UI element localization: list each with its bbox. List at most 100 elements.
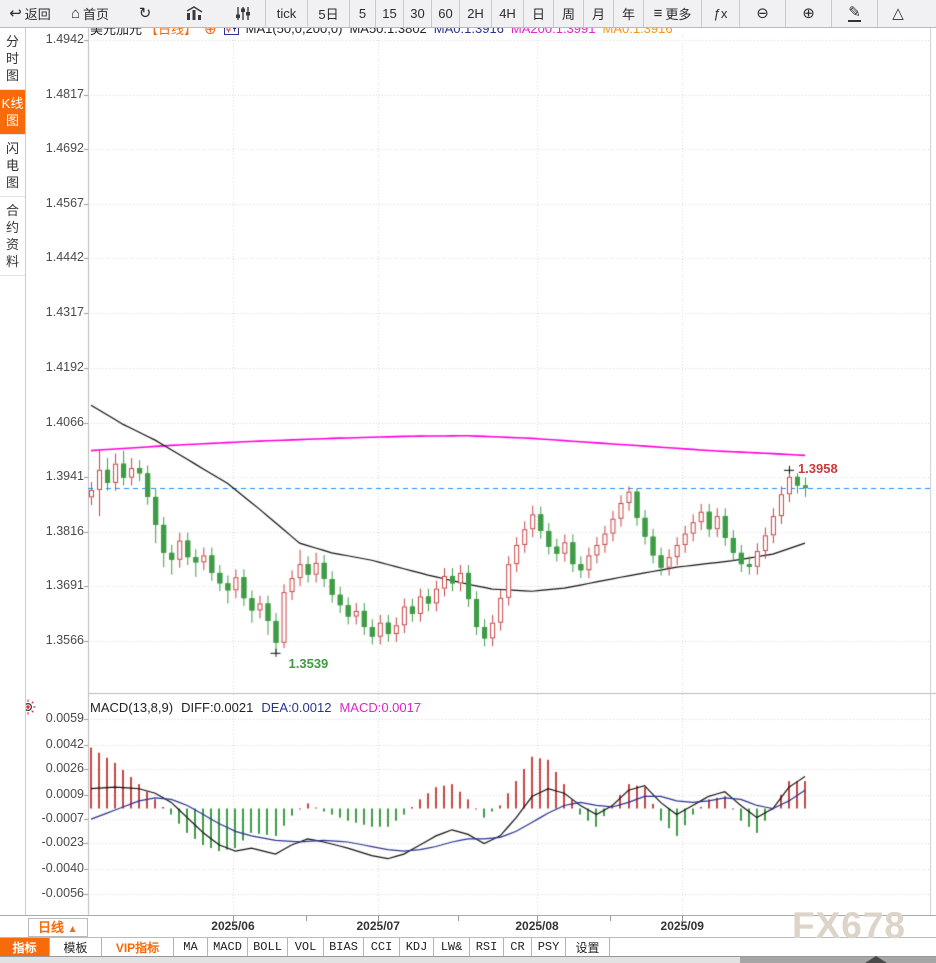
panel-collapse-handle[interactable]	[740, 956, 936, 963]
chart-type-icon	[186, 6, 204, 21]
toolbar-interval-60[interactable]: 60	[431, 0, 459, 27]
x-axis-minor-tick	[457, 916, 459, 921]
sidebar-item-1[interactable]: 分时图	[0, 28, 25, 90]
tab-KDJ[interactable]: KDJ	[400, 938, 434, 956]
tab-BIAS[interactable]: BIAS	[324, 938, 364, 956]
toolbar-more-menu-label: 更多	[665, 7, 692, 22]
indicator-panel-icon	[235, 6, 251, 21]
macd-axis-label: 0.0026	[45, 760, 84, 775]
fx678-watermark: FX678	[792, 905, 907, 946]
x-axis-label: 2025/07	[356, 919, 400, 933]
tab-RSI[interactable]: RSI	[470, 938, 504, 956]
macd-axis-label: -0.0007	[41, 811, 84, 826]
toolbar-interval-5d-label: 5日	[318, 7, 339, 22]
tab-LW&[interactable]: LW&	[434, 938, 470, 956]
tab-BOLL[interactable]: BOLL	[248, 938, 288, 956]
x-axis-minor-tick	[305, 916, 307, 921]
toolbar-interval-week[interactable]: 周	[553, 0, 583, 27]
toolbar-interval-month[interactable]: 月	[583, 0, 613, 27]
sidebar-item-3[interactable]: 闪电图	[0, 135, 25, 197]
price-axis-label: 1.4942	[45, 32, 84, 47]
tab-CR[interactable]: CR	[504, 938, 532, 956]
home-icon: ⌂	[70, 5, 81, 22]
toolbar-draw-tool[interactable]: ✎	[831, 0, 877, 27]
price-axis-label: 1.3691	[45, 578, 84, 593]
toolbar-home-label: 首页	[83, 7, 110, 22]
toolbar-interval-2h-label: 2H	[467, 6, 484, 21]
tab-CCI[interactable]: CCI	[364, 938, 400, 956]
toolbar-home[interactable]: ⌂ 首页	[60, 0, 120, 27]
macd-pane-header: MACD(13,8,9) DIFF:0.0021 DEA:0.0012 MACD…	[90, 700, 421, 715]
toolbar-interval-5[interactable]: 5	[349, 0, 375, 27]
macd-axis-label: 0.0042	[45, 736, 84, 751]
x-axis-label: 2025/06	[211, 919, 255, 933]
tab-VIP指标[interactable]: VIP指标	[102, 938, 174, 956]
tab-MACD[interactable]: MACD	[208, 938, 248, 956]
toolbar-interval-15[interactable]: 15	[375, 0, 403, 27]
toolbar-fx-functions[interactable]: ƒx	[701, 0, 739, 27]
price-axis-label: 1.4567	[45, 195, 84, 210]
toolbar-interval-year[interactable]: 年	[613, 0, 643, 27]
zoom-in-icon: ⊕	[802, 5, 815, 22]
toolbar-interval-day-label: 日	[531, 7, 545, 22]
toolbar-zoom-out[interactable]: ⊖	[739, 0, 785, 27]
toolbar-interval-2h[interactable]: 2H	[459, 0, 491, 27]
x-axis-minor-tick	[609, 916, 611, 921]
price-axis-label: 1.3566	[45, 633, 84, 648]
tab-设置[interactable]: 设置	[566, 938, 610, 956]
toolbar-zoom-in[interactable]: ⊕	[785, 0, 831, 27]
more-menu-icon: ≡	[653, 5, 663, 22]
macd-axis-label: 0.0059	[45, 710, 84, 725]
price-axis-label: 1.4692	[45, 141, 84, 156]
x-axis-tick	[378, 916, 380, 921]
tab-VOL[interactable]: VOL	[288, 938, 324, 956]
tab-指标[interactable]: 指标	[0, 938, 50, 956]
macd-axis-label: 0.0009	[45, 786, 84, 801]
price-axis-label: 1.4192	[45, 359, 84, 374]
tab-PSY[interactable]: PSY	[532, 938, 566, 956]
x-axis-label: 2025/09	[660, 919, 704, 933]
toolbar-interval-tick[interactable]: tick	[265, 0, 307, 27]
toolbar-interval-4h[interactable]: 4H	[491, 0, 523, 27]
sidebar-item-4[interactable]: 合约资料	[0, 197, 25, 276]
collapse-arrow-icon	[865, 956, 887, 963]
macd-axis-label: -0.0023	[41, 835, 84, 850]
toolbar-refresh[interactable]: ↻	[120, 0, 170, 27]
toolbar-indicator-panel[interactable]	[220, 0, 265, 27]
toolbar-more-menu[interactable]: ≡ 更多	[643, 0, 701, 27]
toolbar-back-label: 返回	[24, 7, 51, 22]
toolbar-interval-tick-label: tick	[276, 6, 297, 21]
toolbar-interval-year-label: 年	[621, 7, 635, 22]
x-axis-tick	[537, 916, 539, 921]
period-selector-label: 日线	[38, 920, 65, 935]
period-selector[interactable]: 日线 ▲	[28, 918, 88, 937]
toolbar-fx-functions-label: ƒx	[713, 6, 728, 21]
x-axis-tick	[232, 916, 234, 921]
toolbar-interval-month-label: 月	[591, 7, 605, 22]
high-price-label: 1.3958	[797, 460, 838, 476]
x-axis-tick	[682, 916, 684, 921]
tab-MA[interactable]: MA	[174, 938, 208, 956]
period-selector-arrow-icon: ▲	[67, 924, 78, 935]
shape-tool-icon: △	[892, 5, 904, 22]
toolbar-interval-30[interactable]: 30	[403, 0, 431, 27]
x-axis-row: 日线 ▲ 2025/06 2025/07 2025/08 2025/09	[0, 915, 936, 938]
toolbar-chart-type[interactable]	[170, 0, 220, 27]
macd-axis-label: -0.0040	[41, 861, 84, 876]
toolbar-interval-day[interactable]: 日	[523, 0, 553, 27]
price-axis-label: 1.4442	[45, 250, 84, 265]
macd-dea-value: DEA:0.0012	[261, 700, 332, 715]
price-axis-label: 1.4817	[45, 86, 84, 101]
price-axis-label: 1.4066	[45, 414, 84, 429]
toolbar-interval-5d[interactable]: 5日	[307, 0, 349, 27]
low-price-label: 1.3539	[288, 655, 329, 671]
macd-value: MACD:0.0017	[339, 700, 422, 715]
tab-模板[interactable]: 模板	[50, 938, 102, 956]
sidebar-item-2[interactable]: K线图	[0, 90, 25, 135]
toolbar-shape-tool[interactable]: △	[877, 0, 918, 27]
refresh-icon: ↻	[138, 5, 152, 22]
macd-axis-label: -0.0056	[41, 885, 84, 900]
toolbar-back[interactable]: ↩ 返回	[0, 0, 60, 27]
